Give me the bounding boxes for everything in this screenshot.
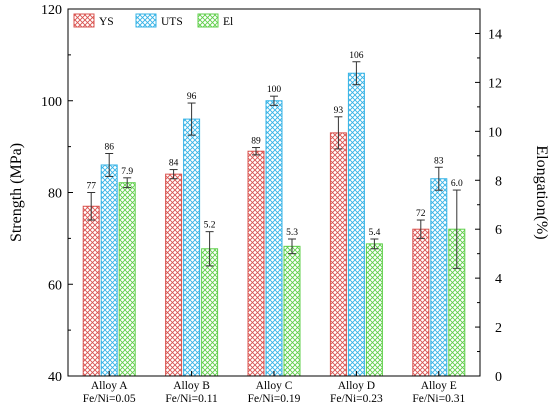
left-tick-label: 60: [48, 278, 62, 293]
bar-uts-3: [265, 100, 283, 377]
right-tick-label: 4: [495, 272, 502, 287]
bar-el-1: [118, 182, 136, 377]
data-label-el: 7.9: [121, 167, 133, 177]
data-label-el: 6.0: [451, 179, 463, 189]
data-label-el: 5.2: [204, 221, 216, 231]
y-axis-title-left: Strength (MPa): [8, 143, 25, 242]
category-label-ratio: Fe/Ni=0.31: [412, 393, 465, 405]
left-tick-label: 80: [48, 187, 62, 202]
data-label-el: 5.3: [286, 228, 298, 238]
left-tick-label: 120: [41, 3, 62, 18]
right-tick-label: 2: [495, 321, 502, 336]
bar-ys-1: [82, 205, 100, 377]
data-label-ys: 84: [169, 159, 179, 169]
category-label-name: Alloy B: [173, 380, 210, 392]
right-tick-label: 6: [495, 223, 502, 238]
category-label-name: Alloy A: [91, 380, 128, 392]
data-label-uts: 96: [187, 92, 197, 102]
legend-label-el: El: [223, 16, 233, 28]
category-label-ratio: Fe/Ni=0.23: [330, 393, 383, 405]
category-label-ratio: Fe/Ni=0.05: [83, 393, 136, 405]
category-label-name: Alloy E: [421, 380, 457, 392]
legend-label-ys: YS: [99, 16, 114, 28]
bar-uts-2: [183, 118, 201, 377]
data-label-ys: 72: [416, 209, 426, 219]
y-axis-title-right: Elongation(%): [533, 145, 550, 239]
bar-uts-1: [100, 164, 118, 377]
data-label-ys: 89: [251, 137, 261, 147]
bar-el-4: [365, 243, 383, 377]
left-tick-label: 40: [48, 370, 62, 385]
bar-el-3: [283, 245, 301, 377]
legend-swatch-ys: [73, 13, 95, 28]
bar-ys-2: [165, 173, 183, 377]
data-label-uts: 83: [434, 156, 444, 166]
right-tick-label: 14: [488, 27, 502, 42]
left-tick-label: 100: [41, 95, 62, 110]
bar-el-2: [201, 248, 219, 377]
bar-ys-3: [247, 150, 265, 377]
category-label-name: Alloy C: [256, 380, 293, 392]
bar-ys-5: [412, 228, 430, 377]
bar-ys-4: [329, 132, 347, 377]
data-label-uts: 106: [349, 51, 364, 61]
data-label-uts: 100: [267, 85, 282, 95]
right-tick-label: 12: [488, 76, 502, 91]
legend-swatch-el: [197, 13, 219, 28]
right-tick-label: 0: [495, 370, 502, 385]
legend-swatch-uts: [135, 13, 157, 28]
right-tick-label: 10: [488, 125, 502, 140]
data-label-uts: 86: [104, 143, 114, 153]
data-label-el: 5.4: [368, 228, 380, 238]
right-tick-label: 8: [495, 174, 502, 189]
bar-uts-5: [430, 178, 448, 377]
category-label-ratio: Fe/Ni=0.19: [248, 393, 301, 405]
bar-uts-4: [347, 72, 365, 377]
category-label-ratio: Fe/Ni=0.11: [165, 393, 218, 405]
category-label-name: Alloy D: [338, 380, 375, 392]
data-label-ys: 93: [334, 106, 344, 116]
data-label-ys: 77: [86, 182, 96, 192]
legend-label-uts: UTS: [161, 16, 183, 28]
